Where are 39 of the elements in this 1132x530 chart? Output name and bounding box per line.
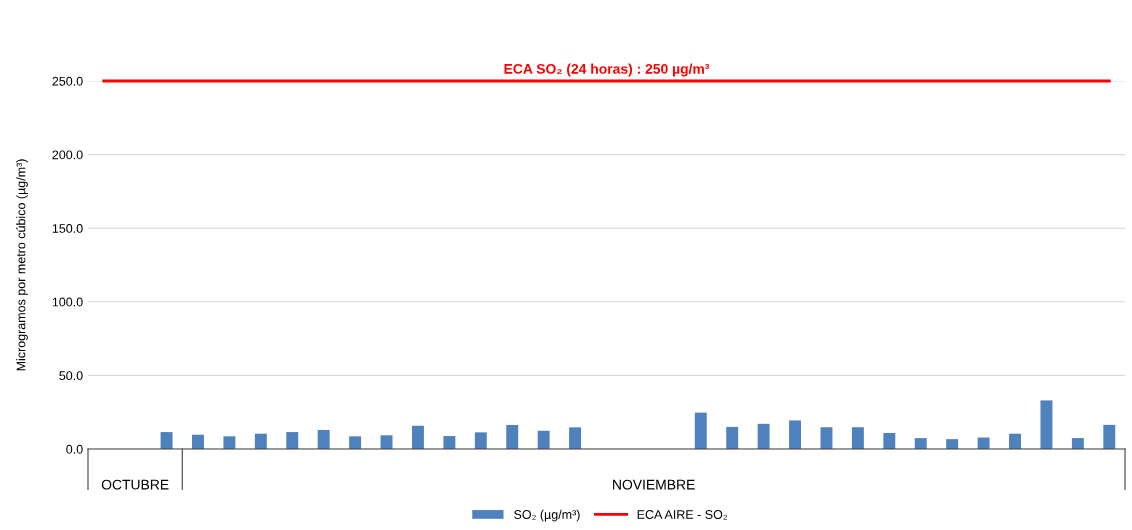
bar (349, 436, 362, 449)
annotation: ECA SO₂ (24 horas) : 250 µg/m³ (504, 63, 710, 77)
bar (1103, 424, 1116, 449)
bar (192, 434, 204, 449)
bar (1009, 433, 1021, 449)
bar (883, 432, 896, 449)
legend-label: SO₂ (µg/m³) (514, 509, 580, 522)
y-tick-label: 100.0 (52, 297, 83, 307)
bar (317, 430, 330, 449)
bar (380, 435, 393, 449)
bar (286, 432, 299, 449)
y-tick-label: 150.0 (52, 224, 83, 233)
legend-label: ECA AIRE - SO₂ (637, 510, 728, 520)
text: NOVIEMBRE (613, 479, 695, 490)
bar (569, 427, 582, 449)
bar (914, 438, 927, 449)
bar (789, 420, 802, 449)
bar (851, 427, 864, 449)
y-tick-label: 0.0 (66, 444, 83, 454)
bar (160, 432, 173, 449)
y-tick-label: 250.0 (52, 76, 83, 86)
bar (537, 430, 550, 449)
y-axis-title: Microgramos por metro cúbico (µg/m³) (16, 159, 28, 371)
bar (223, 436, 236, 449)
bar (694, 412, 707, 449)
bar (1040, 400, 1053, 449)
bar (820, 427, 833, 449)
bar (443, 436, 456, 449)
bar (474, 432, 487, 449)
bar (1071, 438, 1084, 449)
y-tick-label: 200.0 (52, 150, 83, 160)
y-tick-label: 50.0 (59, 371, 83, 381)
bar (757, 423, 770, 449)
bar (254, 433, 267, 449)
bar (946, 439, 959, 449)
text: OCTUBRE (101, 479, 169, 490)
bar (506, 425, 519, 449)
bar (726, 426, 739, 449)
bar (411, 425, 424, 449)
